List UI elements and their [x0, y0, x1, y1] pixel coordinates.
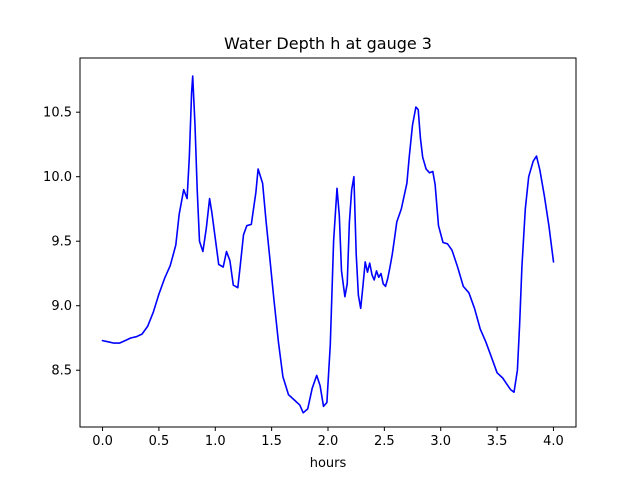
y-tick-label: 8.5 — [51, 364, 72, 379]
x-tick-label: 0.5 — [149, 434, 170, 449]
x-tick-label: 1.0 — [205, 434, 226, 449]
series-line — [101, 75, 555, 414]
x-tick-label: 2.5 — [374, 434, 395, 449]
chart-title: Water Depth h at gauge 3 — [224, 34, 432, 53]
x-axis-label: hours — [310, 456, 347, 471]
y-tick-label: 9.0 — [51, 299, 72, 314]
plot-background — [80, 58, 576, 427]
plot-frame — [79, 57, 577, 428]
x-tick-label: 1.5 — [261, 434, 282, 449]
x-tick-label: 2.0 — [318, 434, 339, 449]
x-tick-label: 0.0 — [92, 434, 113, 449]
y-tick-label: 10.5 — [43, 106, 72, 121]
y-tick-label: 10.0 — [43, 170, 72, 185]
tick-marks — [76, 111, 554, 431]
x-tick-label: 3.5 — [487, 434, 508, 449]
y-tick-label: 9.5 — [51, 235, 72, 250]
tick-labels: 0.0 0.5 1.0 1.5 2.0 2.5 3.0 3.5 4.0 8.5 9.0 9.5 10.0… — [43, 106, 564, 449]
x-tick-label: 4.0 — [543, 434, 564, 449]
x-tick-label: 3.0 — [430, 434, 451, 449]
